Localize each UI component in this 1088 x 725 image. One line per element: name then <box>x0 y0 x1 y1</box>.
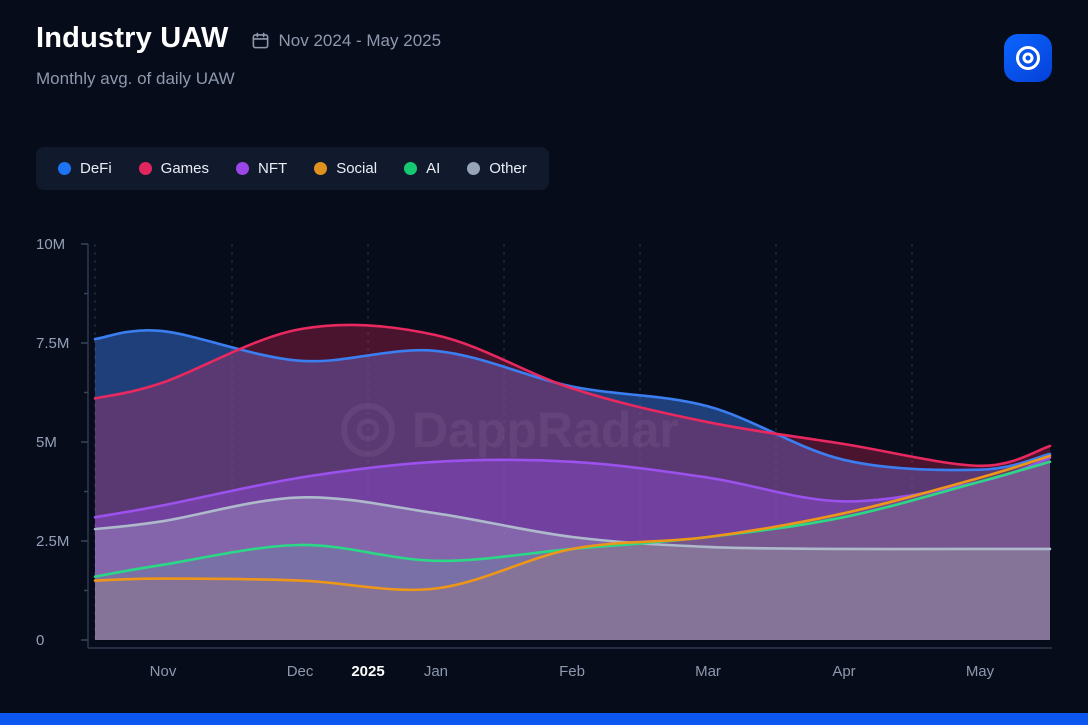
svg-text:Jan: Jan <box>424 663 448 680</box>
page-subtitle: Monthly avg. of daily UAW <box>36 69 235 88</box>
legend-dot-games <box>138 162 152 175</box>
svg-text:10M: 10M <box>36 236 65 253</box>
svg-text:Dec: Dec <box>287 663 314 680</box>
legend-item-games[interactable]: Games <box>138 160 210 177</box>
svg-text:Feb: Feb <box>559 663 585 680</box>
legend-dot-nft <box>236 162 250 175</box>
legend-label-defi: DeFi <box>80 160 112 177</box>
legend-label-other: Other <box>489 160 527 177</box>
legend-dot-social <box>314 162 328 175</box>
legend-item-ai[interactable]: AI <box>404 160 440 177</box>
svg-text:7.5M: 7.5M <box>36 335 69 352</box>
svg-text:Nov: Nov <box>150 663 177 680</box>
date-range-label: Nov 2024 - May 2025 <box>278 30 442 50</box>
legend-label-ai: AI <box>426 160 441 177</box>
date-range: Nov 2024 - May 2025 <box>251 30 442 51</box>
svg-text:Apr: Apr <box>832 663 855 680</box>
industry-uaw-area-chart[interactable]: 10M 7.5M 5M 2.5M 0 Nov Dec Jan Feb Mar Apr May 2025 D… <box>0 220 1088 680</box>
svg-text:0: 0 <box>36 632 44 649</box>
legend-dot-ai <box>404 162 418 175</box>
calendar-icon <box>252 32 268 49</box>
svg-text:2025: 2025 <box>351 663 384 680</box>
svg-text:5M: 5M <box>36 434 57 451</box>
fingerprint-spiral-icon <box>1016 46 1040 70</box>
svg-text:May: May <box>966 663 995 680</box>
svg-text:DappRadar: DappRadar <box>412 402 679 458</box>
legend-item-other[interactable]: Other <box>467 160 527 177</box>
header: Industry UAW Nov 2024 - May 2025 Monthly… <box>36 22 441 89</box>
svg-text:Mar: Mar <box>695 663 721 680</box>
legend: DeFi Games NFT Social AI Other <box>36 147 549 190</box>
svg-text:2.5M: 2.5M <box>36 533 69 550</box>
legend-item-defi[interactable]: DeFi <box>58 160 112 177</box>
legend-label-social: Social <box>336 160 378 177</box>
legend-label-nft: NFT <box>258 160 288 177</box>
page-title: Industry UAW <box>36 22 229 54</box>
legend-dot-other <box>467 162 481 175</box>
legend-item-nft[interactable]: NFT <box>236 160 287 177</box>
legend-label-games: Games <box>160 160 210 177</box>
legend-dot-defi <box>58 162 71 175</box>
brand-bottom-bar <box>0 713 1088 725</box>
dappradar-logo[interactable] <box>1004 34 1052 82</box>
legend-item-social[interactable]: Social <box>314 160 377 177</box>
